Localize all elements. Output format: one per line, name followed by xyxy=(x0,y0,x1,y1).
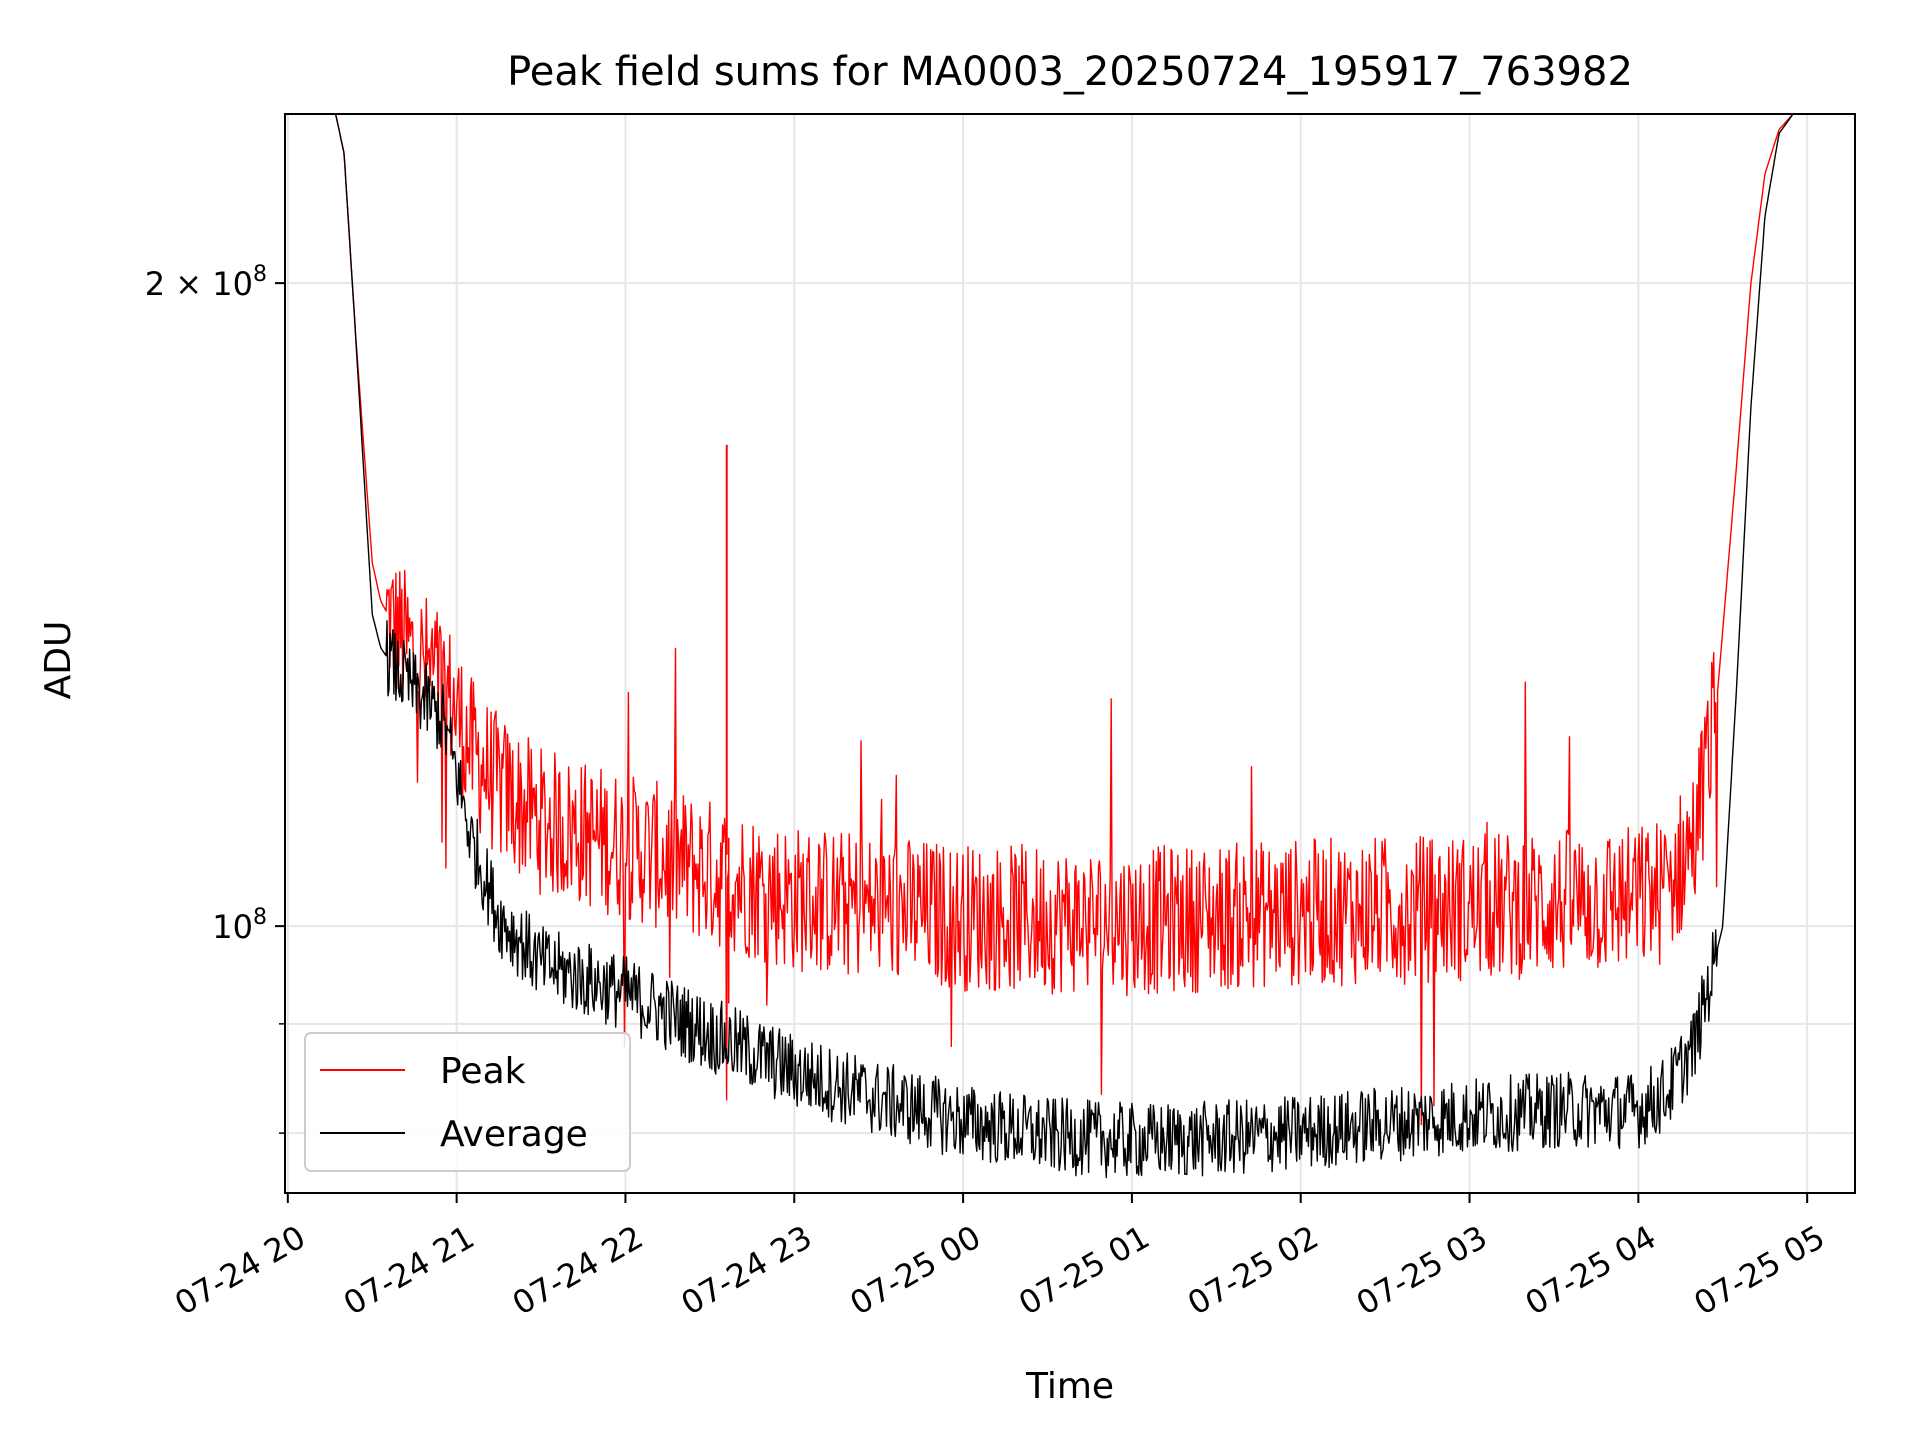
chart-title: Peak field sums for MA0003_20250724_1959… xyxy=(507,49,1633,95)
y-axis: 2 × 108 108 xyxy=(145,262,285,1134)
axes-frame xyxy=(284,113,1856,1194)
y-tick-label: 108 xyxy=(212,905,267,946)
y-axis-label: ADU xyxy=(38,621,79,700)
x-tick-label: 07-25 04 xyxy=(1519,1218,1663,1323)
x-tick-label: 07-24 20 xyxy=(168,1218,312,1323)
x-tick-label: 07-25 01 xyxy=(1012,1218,1156,1323)
x-tick-label: 07-24 21 xyxy=(337,1218,481,1323)
plot-area xyxy=(285,114,1855,1179)
legend-box xyxy=(304,1032,631,1172)
grid-lines xyxy=(285,114,1855,1193)
legend-label-average: Average xyxy=(440,1114,588,1155)
x-tick-label: 07-25 02 xyxy=(1181,1218,1325,1323)
series-line-peak xyxy=(285,114,1855,1126)
x-axis-label: Time xyxy=(1025,1366,1114,1407)
x-tick-label: 07-25 05 xyxy=(1688,1218,1832,1323)
x-tick-label: 07-25 00 xyxy=(843,1218,987,1323)
x-tick-label: 07-24 23 xyxy=(675,1218,819,1323)
x-tick-label: 07-24 22 xyxy=(506,1218,650,1323)
x-tick-label: 07-25 03 xyxy=(1350,1218,1494,1323)
x-axis: 07-24 20 07-24 21 07-24 22 07-24 23 07-25 00… xyxy=(168,1193,1831,1323)
series-line-average xyxy=(285,114,1855,1179)
legend: Peak Average xyxy=(304,1032,631,1172)
y-tick-label: 2 × 108 xyxy=(145,262,267,303)
legend-label-peak: Peak xyxy=(440,1051,526,1092)
